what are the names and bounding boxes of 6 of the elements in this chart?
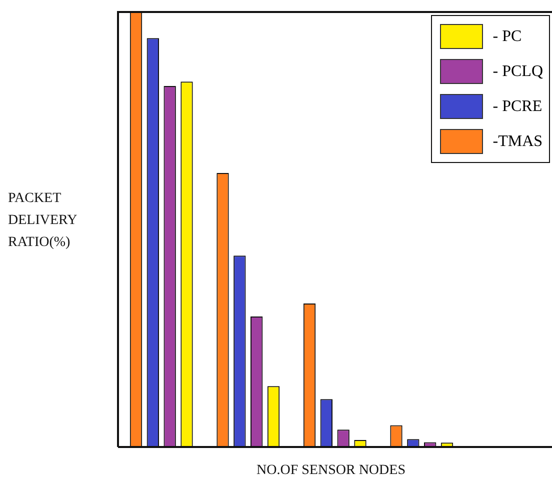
x-axis-title: NO.OF SENSOR NODES [256,463,406,479]
y-axis-title: PACKET DELIVERY RATIO(%) [8,190,78,252]
legend-label: - PCRE [492,98,542,116]
legend-label: - PC [492,28,522,46]
legend-label: - PCLQ [492,62,543,80]
legend-label: -TMAS [492,132,543,150]
